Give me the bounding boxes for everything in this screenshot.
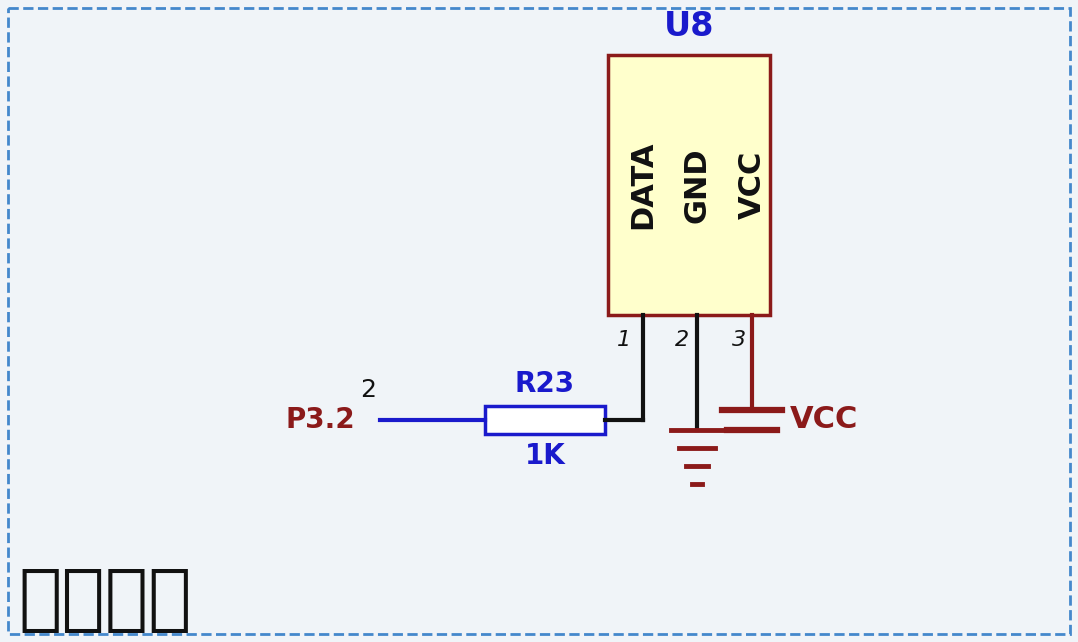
Text: DATA: DATA — [628, 141, 658, 229]
Text: P3.2: P3.2 — [286, 406, 355, 434]
Text: 2: 2 — [360, 378, 376, 402]
Bar — [608, 55, 770, 315]
Text: R23: R23 — [515, 370, 575, 398]
Bar — [485, 406, 605, 434]
Text: 1: 1 — [617, 330, 631, 350]
Text: 3: 3 — [732, 330, 746, 350]
Text: 红外接收: 红外接收 — [18, 566, 192, 635]
Text: VCC: VCC — [737, 151, 766, 219]
Text: VCC: VCC — [790, 406, 858, 435]
Text: 2: 2 — [675, 330, 689, 350]
Text: U8: U8 — [664, 10, 715, 43]
Text: 1K: 1K — [525, 442, 565, 470]
Text: GND: GND — [682, 147, 711, 223]
